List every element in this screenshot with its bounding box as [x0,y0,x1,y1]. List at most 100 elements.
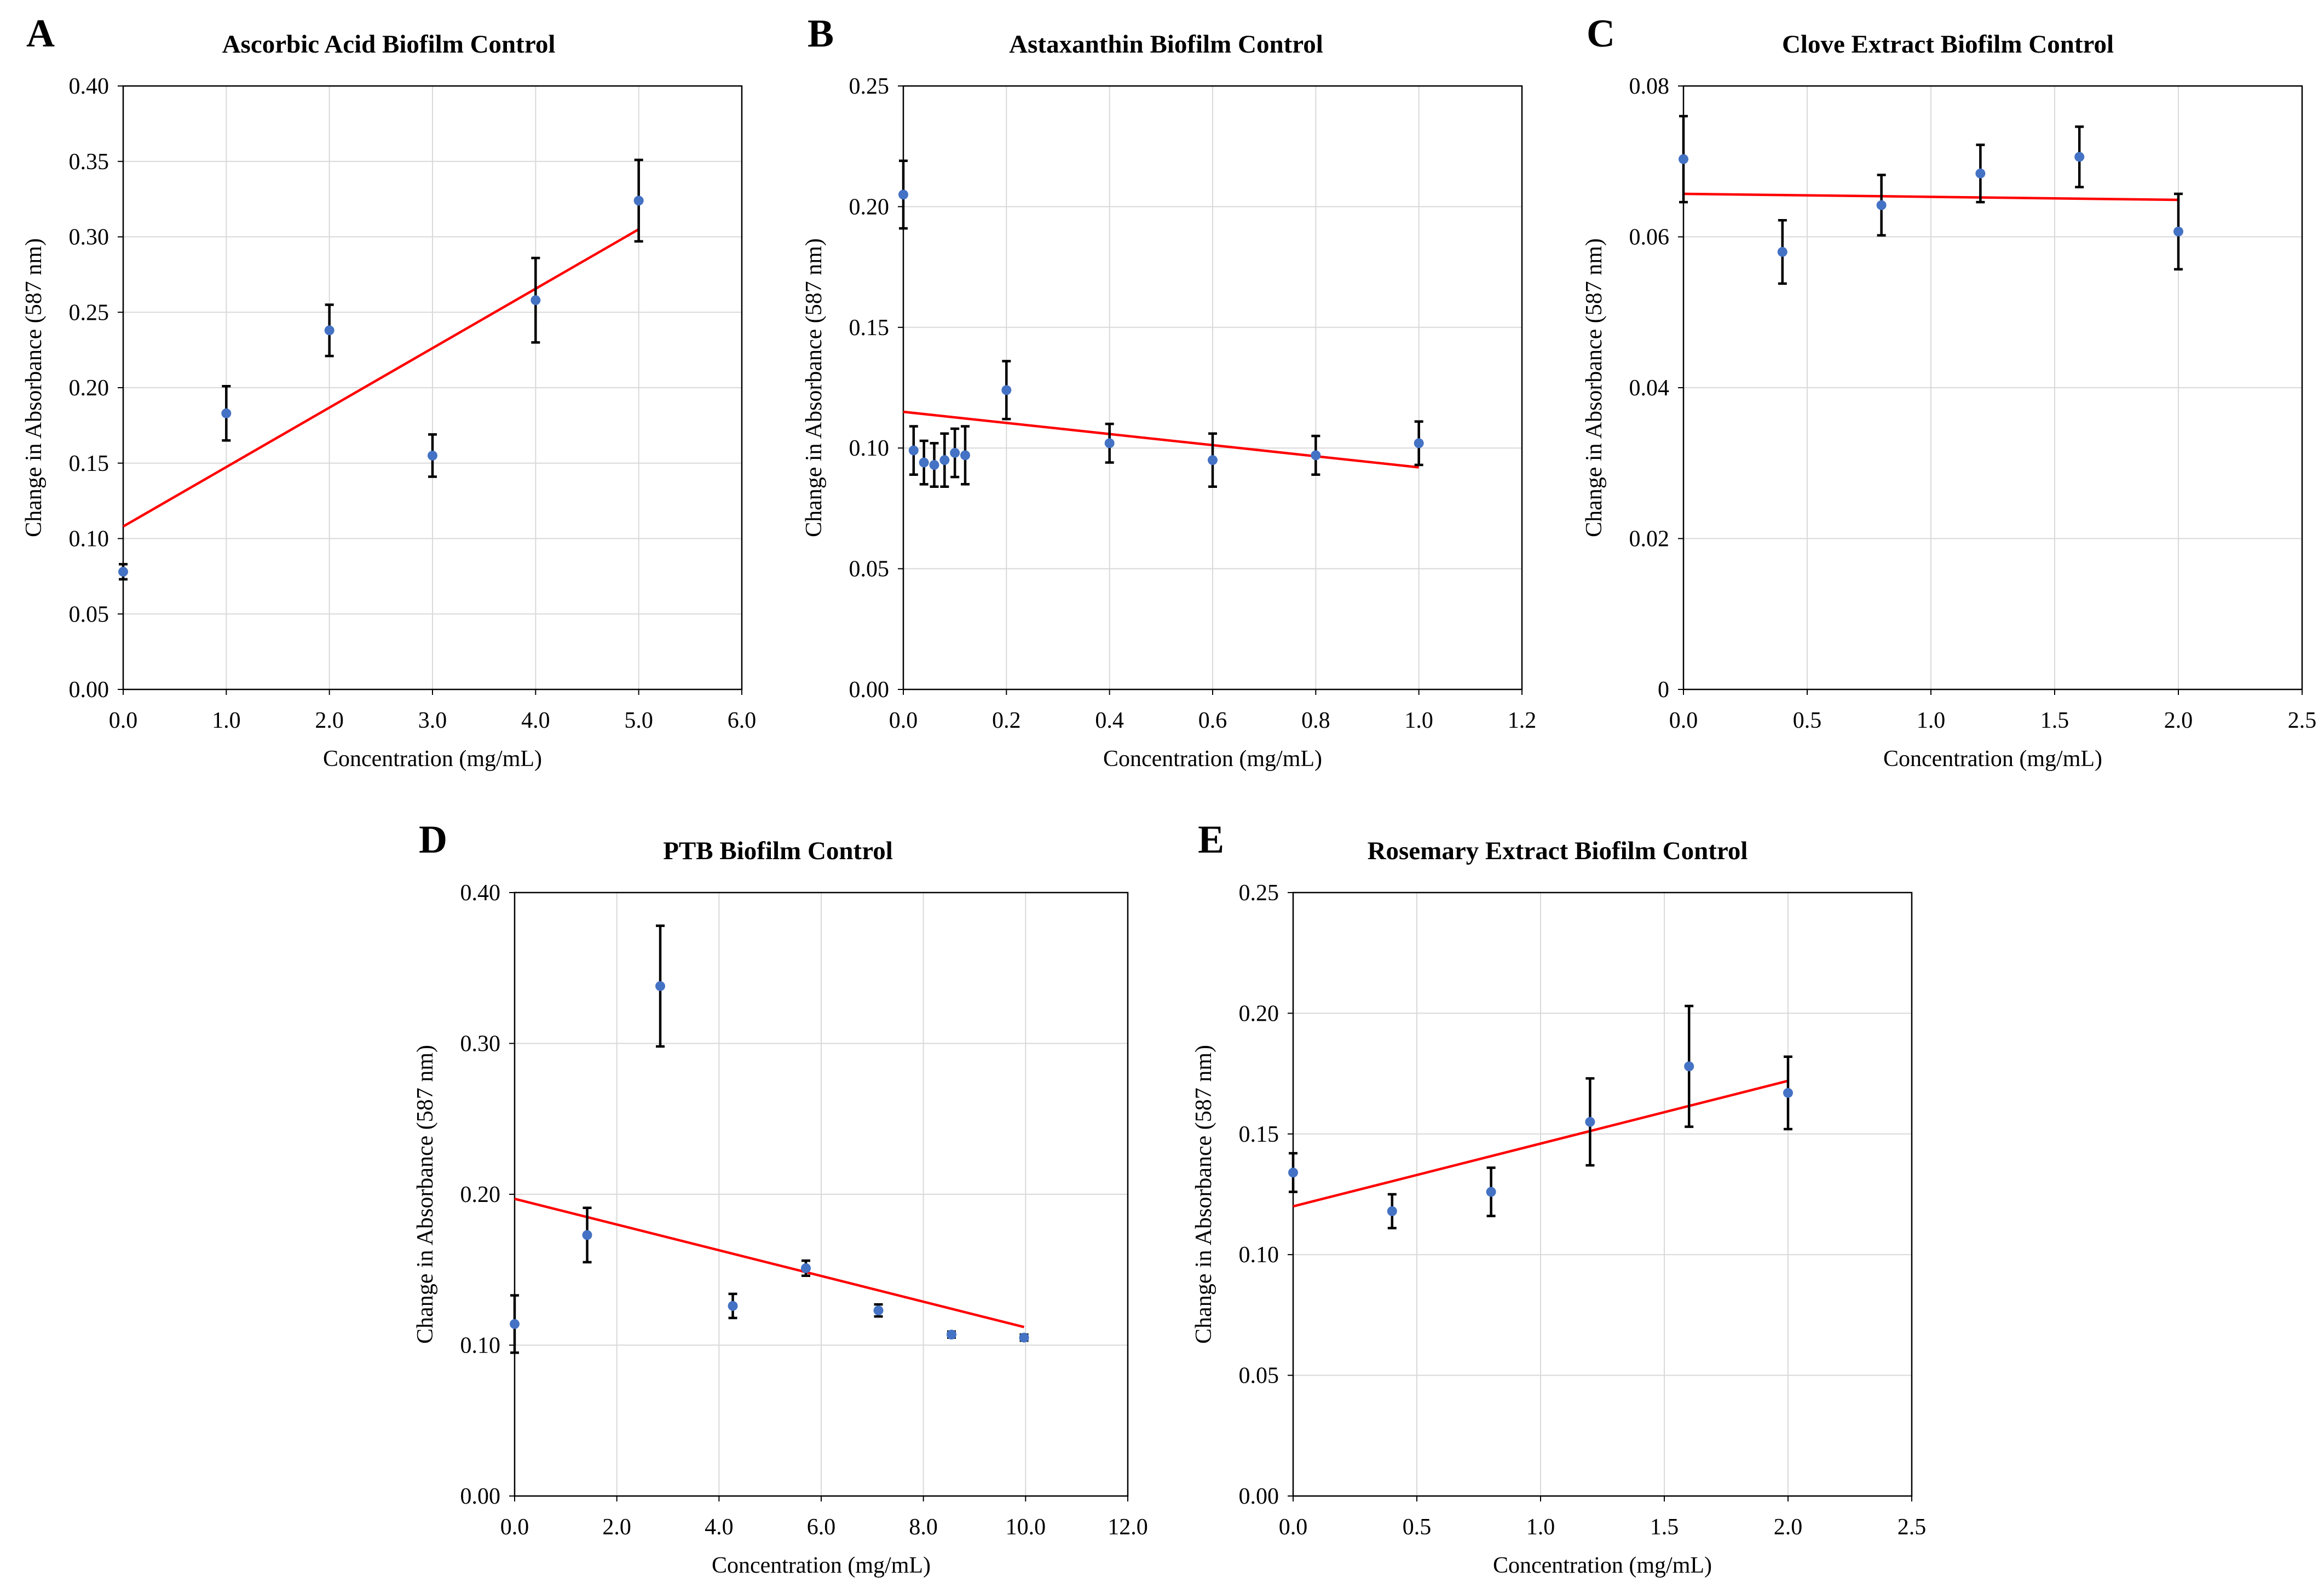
data-point [908,445,919,456]
trendline [122,228,639,528]
x-tick-label: 1.5 [1650,1515,1679,1540]
y-tick-label: 0.20 [460,1182,501,1207]
x-axis-label: Concentration (mg/mL) [712,1553,931,1578]
data-point [1679,154,1688,164]
data-point [950,448,960,458]
trendline [1683,192,2179,202]
x-tick-label: 0.0 [889,708,918,733]
data-point [633,195,644,206]
data-point [1876,200,1887,210]
data-point [118,567,128,577]
data-point [1019,1332,1029,1343]
chart-svg: 0 0.02 0.04 0.06 0.08 0.0 0.5 1.0 1.5 2.0 2.5 Conce… [1582,74,2317,772]
data-point [1486,1187,1496,1197]
chart-title: Clove Extract Biofilm Control [1781,30,2114,59]
panel-letter: A [26,11,55,55]
x-tick-label: 0.0 [1669,708,1698,733]
x-axis-label: Concentration (mg/mL) [1493,1553,1712,1578]
x-tick-label: 1.2 [1508,708,1537,733]
x-tick-label: 2.5 [1898,1515,1927,1540]
y-tick-label: 0.02 [1629,527,1670,552]
data-point [801,1263,811,1273]
data-point [1104,438,1115,448]
y-tick-label: 0.04 [1629,376,1670,401]
data-point [1975,168,1986,179]
x-tick-label: 4.0 [705,1515,734,1540]
y-tick-label: 0.05 [849,557,890,582]
x-tick-label: 2.0 [315,708,344,733]
y-axis-label: Change in Absorbance (587 nm) [21,238,47,537]
y-axis-label: Change in Absorbance (587 nm) [1191,1045,1216,1344]
x-tick-label: 1.0 [1917,708,1946,733]
panel-letter: C [1587,11,1615,55]
x-tick-label: 4.0 [521,708,550,733]
x-tick-label: 1.0 [212,708,241,733]
y-tick-label: 0.10 [69,527,109,552]
panel-letter: B [808,11,834,55]
data-point [428,450,437,461]
data-point [919,457,929,468]
y-axis-label: Change in Absorbance (587 nm) [1582,238,1607,537]
x-tick-label: 0.5 [1403,1515,1432,1540]
data-point [510,1319,520,1329]
x-tick-label: 0.5 [1793,708,1822,733]
chart-title: Astaxanthin Biofilm Control [1009,30,1323,59]
data-point [1414,438,1424,448]
y-tick-label: 0.00 [1239,1484,1279,1509]
x-tick-label: 12.0 [1108,1515,1148,1540]
data-point [1777,247,1787,257]
y-tick-label: 0.25 [849,74,890,99]
y-tick-label: 0 [1658,677,1669,703]
chart-title: Ascorbic Acid Biofilm Control [222,30,556,59]
x-tick-label: 1.0 [1404,708,1433,733]
data-point [873,1305,884,1316]
data-point [530,295,541,306]
x-axis-label: Concentration (mg/mL) [1883,746,2102,772]
y-tick-label: 0.20 [849,194,890,220]
x-tick-label: 3.0 [418,708,447,733]
x-axis-label: Concentration (mg/mL) [323,746,542,772]
chart-panel-a: A Ascorbic Acid Biofilm Control 0.00 0.05… [0,0,766,778]
chart-panel-b: B Astaxanthin Biofilm Control 0.00 0.05 0.… [0,0,2324,778]
y-tick-label: 0.40 [69,74,109,99]
y-tick-label: 0.30 [69,225,109,250]
chart-svg: 0.00 0.05 0.10 0.15 0.20 0.25 0.0 0.2 0.4 0.6 0.8 1… [801,74,1537,772]
data-point [582,1230,592,1240]
y-tick-label: 0.10 [460,1333,501,1359]
y-tick-label: 0.00 [460,1484,501,1509]
trendline [903,410,1419,469]
trendline [1293,1079,1789,1208]
y-tick-label: 0.25 [1239,881,1279,906]
data-point [898,189,908,200]
x-tick-label: 2.0 [602,1515,631,1540]
x-tick-label: 0.0 [500,1515,529,1540]
x-tick-label: 2.0 [1774,1515,1803,1540]
data-point [1387,1206,1397,1216]
x-tick-label: 0.0 [109,708,138,733]
y-tick-label: 0.06 [1629,225,1670,250]
data-point [947,1330,956,1340]
x-tick-label: 2.0 [2164,708,2193,733]
y-tick-label: 0.10 [849,436,890,461]
y-tick-label: 0.00 [69,677,109,703]
y-axis-label: Change in Absorbance (587 nm) [801,238,827,537]
trendline [514,1198,1025,1328]
y-tick-label: 0.20 [1239,1001,1279,1026]
data-point [1783,1088,1793,1098]
y-tick-label: 0.15 [1239,1122,1279,1147]
x-tick-label: 0.0 [1279,1515,1308,1540]
data-point [1001,385,1012,395]
x-tick-label: 2.5 [2288,708,2317,733]
x-tick-label: 0.8 [1301,708,1330,733]
data-point [2173,226,2183,237]
data-point [2074,152,2085,162]
plot-frame [1292,891,1913,1497]
y-tick-label: 0.35 [69,149,109,175]
y-tick-label: 0.15 [69,451,109,476]
chart-panel-c: C Clove Extract Biofilm Control 0 0.02 0.0… [0,0,2324,778]
chart-title: PTB Biofilm Control [663,837,893,865]
y-tick-label: 0.15 [849,315,890,341]
